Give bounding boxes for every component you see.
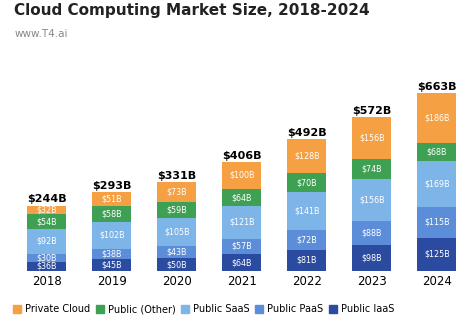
Bar [417, 143, 456, 161]
Bar [417, 93, 456, 143]
Text: $30B: $30B [36, 253, 57, 262]
Bar [157, 182, 196, 202]
Text: $57B: $57B [231, 242, 252, 251]
Bar [352, 159, 391, 179]
Text: $572B: $572B [352, 106, 392, 116]
Text: $98B: $98B [362, 254, 382, 263]
Text: $54B: $54B [36, 217, 57, 226]
Text: $58B: $58B [101, 209, 122, 218]
Bar [157, 218, 196, 246]
Text: $128B: $128B [294, 151, 319, 161]
Text: $663B: $663B [417, 81, 456, 91]
Text: $72B: $72B [296, 235, 317, 244]
Bar [352, 245, 391, 271]
Text: $331B: $331B [157, 171, 196, 181]
Text: $51B: $51B [101, 194, 122, 203]
Bar [417, 238, 456, 271]
Text: $100B: $100B [229, 171, 255, 180]
Text: $121B: $121B [229, 218, 255, 227]
Text: $36B: $36B [36, 262, 57, 271]
Bar [27, 254, 66, 262]
Bar [92, 192, 131, 206]
Bar [222, 239, 261, 254]
Bar [222, 254, 261, 271]
Bar [287, 230, 326, 249]
Bar [92, 259, 131, 271]
Bar [27, 262, 66, 271]
Text: $32B: $32B [36, 205, 57, 214]
Bar [352, 179, 391, 221]
Bar [352, 117, 391, 159]
Text: $88B: $88B [362, 229, 382, 238]
Text: $406B: $406B [222, 151, 262, 161]
Text: www.T4.ai: www.T4.ai [14, 29, 68, 39]
Text: $64B: $64B [231, 258, 252, 267]
Text: $59B: $59B [166, 205, 187, 214]
Text: $70B: $70B [296, 178, 317, 187]
Bar [287, 173, 326, 192]
Text: $156B: $156B [359, 196, 384, 205]
Bar [287, 139, 326, 173]
Text: $64B: $64B [231, 193, 252, 202]
Text: $293B: $293B [92, 181, 131, 191]
Bar [287, 192, 326, 230]
Text: $43B: $43B [166, 247, 187, 256]
Bar [27, 206, 66, 214]
Text: $74B: $74B [362, 165, 382, 174]
Bar [92, 206, 131, 222]
Text: $186B: $186B [424, 113, 449, 122]
Text: $244B: $244B [27, 194, 66, 204]
Text: $492B: $492B [287, 128, 327, 138]
Text: $156B: $156B [359, 134, 384, 143]
Text: Cloud Computing Market Size, 2018-2024: Cloud Computing Market Size, 2018-2024 [14, 3, 370, 18]
Bar [92, 249, 131, 259]
Text: $169B: $169B [424, 180, 449, 189]
Bar [27, 229, 66, 254]
Text: $141B: $141B [294, 207, 319, 216]
Bar [157, 258, 196, 271]
Text: $50B: $50B [166, 260, 187, 269]
Bar [92, 222, 131, 249]
Text: $73B: $73B [166, 188, 187, 197]
Bar [157, 202, 196, 218]
Text: $68B: $68B [427, 148, 447, 157]
Text: $105B: $105B [164, 228, 190, 237]
Text: $115B: $115B [424, 218, 449, 227]
Bar [417, 161, 456, 207]
Bar [222, 189, 261, 206]
Text: $38B: $38B [101, 250, 122, 259]
Legend: Private Cloud, Public (Other), Public SaaS, Public PaaS, Public IaaS: Private Cloud, Public (Other), Public Sa… [9, 300, 398, 318]
Text: $81B: $81B [297, 256, 317, 265]
Bar [287, 249, 326, 271]
Bar [222, 206, 261, 239]
Bar [222, 162, 261, 189]
Bar [157, 246, 196, 258]
Bar [352, 221, 391, 245]
Text: $45B: $45B [101, 261, 122, 270]
Text: $125B: $125B [424, 250, 450, 259]
Bar [417, 207, 456, 238]
Bar [27, 214, 66, 229]
Text: $92B: $92B [36, 237, 57, 246]
Text: $102B: $102B [99, 231, 125, 240]
